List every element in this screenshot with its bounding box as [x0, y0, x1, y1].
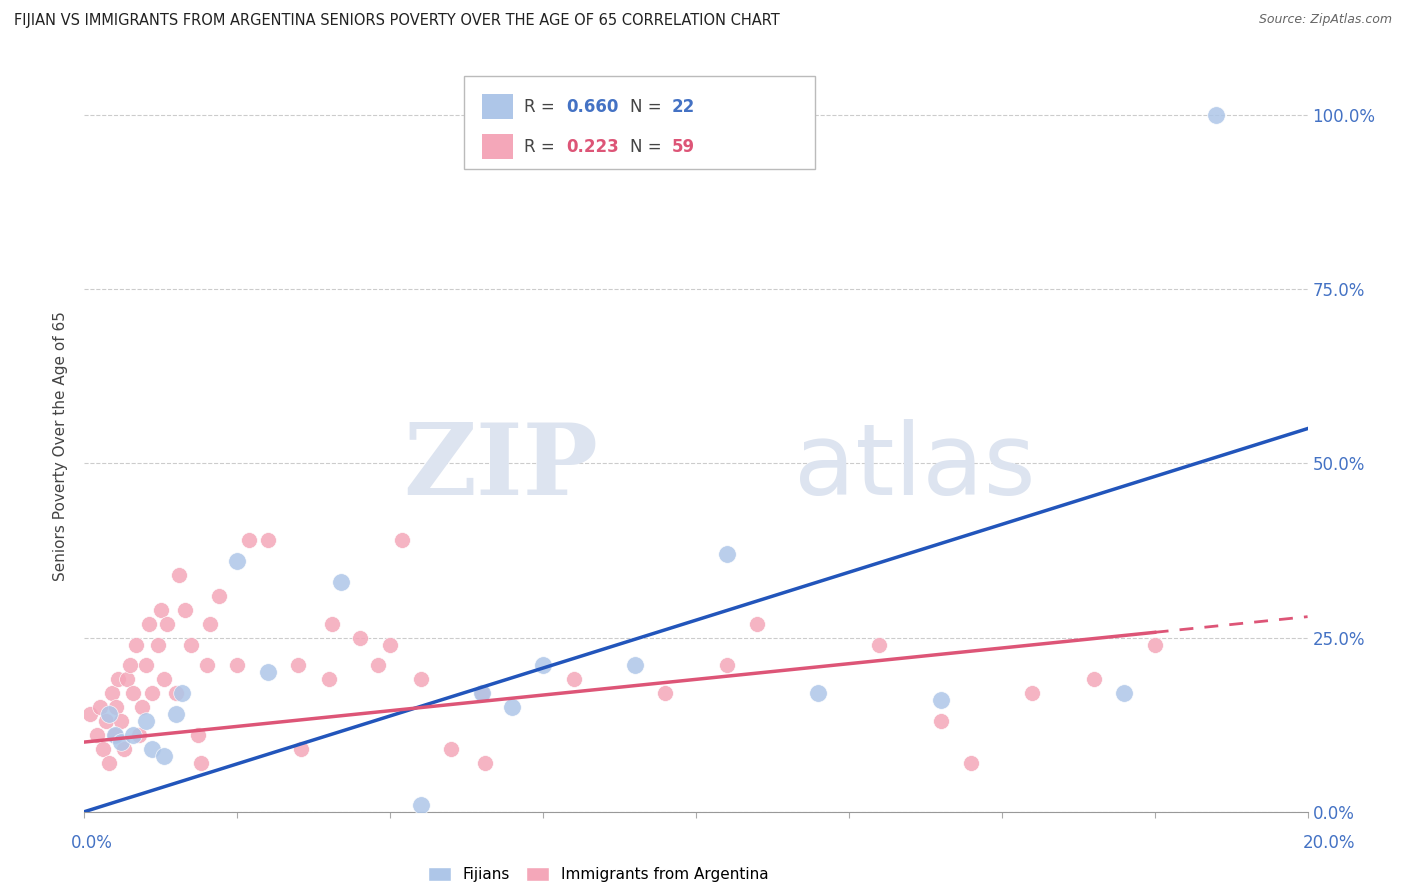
- Point: [165, 707, 187, 722]
- Point: [624, 658, 647, 673]
- Point: [226, 658, 249, 673]
- Point: [107, 673, 129, 687]
- Point: [153, 749, 176, 764]
- Point: [367, 658, 389, 673]
- Point: [112, 742, 135, 756]
- Point: [409, 797, 432, 812]
- Point: [1083, 673, 1105, 687]
- Text: 0.660: 0.660: [567, 98, 619, 116]
- Point: [146, 638, 169, 652]
- Point: [135, 714, 157, 728]
- Point: [198, 616, 221, 631]
- Text: R =: R =: [524, 98, 561, 116]
- Point: [531, 658, 554, 673]
- Y-axis label: Seniors Poverty Over the Age of 65: Seniors Poverty Over the Age of 65: [53, 311, 69, 581]
- Point: [929, 693, 952, 707]
- Point: [190, 756, 212, 770]
- Point: [257, 665, 280, 680]
- Text: 0.223: 0.223: [567, 138, 620, 156]
- Text: 22: 22: [672, 98, 696, 116]
- Point: [195, 658, 218, 673]
- Point: [562, 673, 585, 687]
- Point: [318, 673, 340, 687]
- Point: [135, 658, 157, 673]
- Point: [153, 673, 176, 687]
- Point: [141, 686, 163, 700]
- Point: [1143, 638, 1166, 652]
- Point: [747, 616, 769, 631]
- Point: [128, 728, 150, 742]
- Point: [716, 658, 738, 673]
- Point: [131, 700, 153, 714]
- Text: ZIP: ZIP: [404, 419, 598, 516]
- Point: [97, 707, 120, 722]
- Point: [94, 714, 117, 728]
- Point: [238, 533, 260, 547]
- Point: [141, 742, 163, 756]
- Point: [174, 603, 197, 617]
- Point: [86, 728, 108, 742]
- Point: [929, 714, 952, 728]
- Point: [1021, 686, 1043, 700]
- Point: [101, 686, 124, 700]
- Legend: Fijians, Immigrants from Argentina: Fijians, Immigrants from Argentina: [422, 861, 775, 888]
- Point: [869, 638, 891, 652]
- Text: FIJIAN VS IMMIGRANTS FROM ARGENTINA SENIORS POVERTY OVER THE AGE OF 65 CORRELATI: FIJIAN VS IMMIGRANTS FROM ARGENTINA SENI…: [14, 13, 780, 29]
- Point: [716, 547, 738, 561]
- Text: 20.0%: 20.0%: [1302, 834, 1355, 852]
- Point: [654, 686, 676, 700]
- Text: 59: 59: [672, 138, 695, 156]
- Point: [122, 686, 145, 700]
- Point: [149, 603, 172, 617]
- Point: [89, 700, 111, 714]
- Point: [474, 756, 496, 770]
- Point: [167, 567, 190, 582]
- Point: [79, 707, 101, 722]
- Point: [349, 631, 371, 645]
- Text: Source: ZipAtlas.com: Source: ZipAtlas.com: [1258, 13, 1392, 27]
- Point: [287, 658, 309, 673]
- Point: [110, 735, 132, 749]
- Point: [380, 638, 402, 652]
- Point: [226, 554, 249, 568]
- Text: R =: R =: [524, 138, 561, 156]
- Text: N =: N =: [630, 98, 666, 116]
- Point: [120, 658, 142, 673]
- Point: [290, 742, 312, 756]
- Point: [391, 533, 413, 547]
- Point: [330, 574, 353, 589]
- Point: [807, 686, 830, 700]
- Text: 0.0%: 0.0%: [70, 834, 112, 852]
- Point: [257, 533, 280, 547]
- Point: [110, 714, 132, 728]
- Point: [156, 616, 179, 631]
- Point: [321, 616, 343, 631]
- Point: [409, 673, 432, 687]
- Point: [122, 728, 145, 742]
- Point: [105, 700, 128, 714]
- Point: [104, 728, 127, 742]
- Point: [165, 686, 187, 700]
- Text: atlas: atlas: [794, 419, 1035, 516]
- Point: [502, 700, 524, 714]
- Point: [172, 686, 194, 700]
- Point: [115, 673, 138, 687]
- Point: [208, 589, 231, 603]
- Point: [471, 686, 494, 700]
- Point: [471, 686, 494, 700]
- Point: [1205, 108, 1227, 122]
- Point: [1114, 686, 1136, 700]
- Point: [125, 638, 148, 652]
- Point: [440, 742, 463, 756]
- Text: N =: N =: [630, 138, 666, 156]
- Point: [186, 728, 208, 742]
- Point: [97, 756, 120, 770]
- Point: [180, 638, 202, 652]
- Point: [91, 742, 114, 756]
- Point: [104, 728, 127, 742]
- Point: [138, 616, 160, 631]
- Point: [960, 756, 983, 770]
